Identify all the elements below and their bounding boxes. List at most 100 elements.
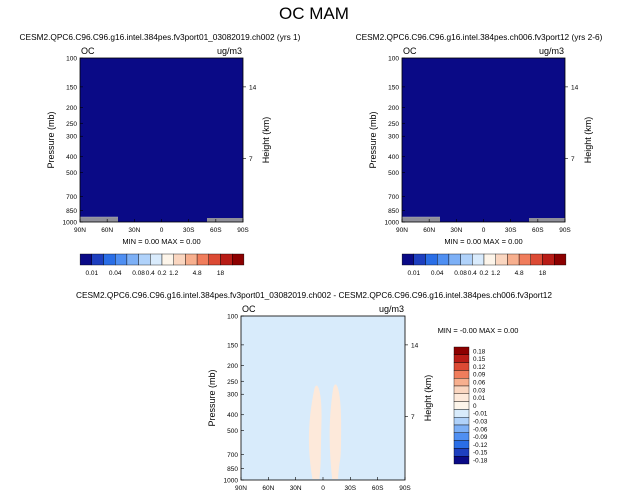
y-tick-label: 150 bbox=[227, 342, 238, 349]
colorbar-label: -0.15 bbox=[473, 450, 488, 457]
colorbar-label: -0.18 bbox=[473, 458, 488, 465]
colorbar-box bbox=[530, 253, 543, 266]
colorbar-box bbox=[208, 253, 221, 266]
colorbar-label: 0.2 bbox=[157, 270, 166, 277]
y-tick-label: 500 bbox=[227, 428, 238, 435]
variable-label: OC bbox=[81, 46, 95, 56]
colorbar-panel-1: 0.01 0.04 0.08 0.20.4 1.2 4.8 18 bbox=[79, 253, 245, 277]
y-tick-label: 1000 bbox=[385, 220, 400, 227]
colorbar-box bbox=[401, 253, 415, 266]
y-tick-label: 400 bbox=[66, 154, 77, 161]
colorbar-label: 1.2 bbox=[491, 270, 500, 277]
colorbar-label: 18 bbox=[539, 270, 547, 277]
field-fill bbox=[402, 58, 565, 222]
topography bbox=[529, 218, 565, 222]
colorbar-box bbox=[453, 378, 470, 387]
variable-label: OC bbox=[403, 46, 417, 56]
colorbar-box bbox=[472, 253, 485, 266]
variable-label: OC bbox=[242, 304, 256, 314]
y-tick-label: 850 bbox=[388, 208, 399, 215]
contour-region bbox=[329, 384, 342, 479]
colorbar-box bbox=[507, 253, 520, 266]
y-tick-label: 500 bbox=[66, 170, 77, 177]
colorbar-box bbox=[103, 253, 116, 266]
x-tick-label: 60N bbox=[423, 227, 435, 234]
colorbar-box bbox=[126, 253, 139, 266]
colorbar-difference: 0.180.150.120.090.060.030.010-0.01-0.03-… bbox=[453, 346, 488, 465]
colorbar-box bbox=[554, 253, 567, 266]
panel-title: CESM2.QPC6.C96.C96.g16.intel.384pes.ch00… bbox=[356, 32, 603, 42]
y-tick-label: 150 bbox=[66, 84, 77, 91]
x-tick-label: 60S bbox=[372, 485, 384, 492]
panel-title: CESM2.QPC6.C96.C96.g16.intel.384pes.fv3p… bbox=[20, 32, 301, 42]
y-axis-right-label: Height (km) bbox=[423, 375, 433, 422]
height-tick-label: 7 bbox=[249, 156, 253, 163]
x-tick-label: 0 bbox=[321, 485, 325, 492]
colorbar-box bbox=[196, 253, 210, 266]
colorbar-box bbox=[425, 253, 438, 266]
colorbar-box bbox=[138, 253, 151, 266]
units-label: ug/m3 bbox=[539, 46, 564, 56]
colorbar-label: 0.08 bbox=[132, 270, 145, 277]
y-tick-label: 300 bbox=[388, 134, 399, 141]
colorbar-label: 0.09 bbox=[473, 372, 486, 379]
colorbar-box bbox=[453, 385, 470, 395]
colorbar-label: -0.12 bbox=[473, 442, 488, 449]
colorbar-label: 4.8 bbox=[515, 270, 524, 277]
y-axis-label: Pressure (mb) bbox=[46, 111, 56, 168]
y-tick-label: 400 bbox=[388, 154, 399, 161]
colorbar-label: -0.03 bbox=[473, 419, 488, 426]
y-tick-label: 400 bbox=[227, 412, 238, 419]
colorbar-label: 0.01 bbox=[473, 395, 486, 402]
colorbar-label: 0 bbox=[473, 403, 477, 410]
min-max-text: MIN = 0.00 MAX = 0.00 bbox=[122, 237, 200, 246]
y-axis-label: Pressure (mb) bbox=[368, 111, 378, 168]
x-tick-label: 90N bbox=[396, 227, 408, 234]
x-tick-label: 60S bbox=[532, 227, 544, 234]
x-tick-label: 60N bbox=[262, 485, 274, 492]
y-axis-right-label: Height (km) bbox=[261, 117, 271, 164]
colorbar-box bbox=[91, 253, 104, 266]
colorbar-label: 0.4 bbox=[468, 270, 477, 277]
y-tick-label: 850 bbox=[66, 208, 77, 215]
height-tick-label: 7 bbox=[571, 156, 575, 163]
main-title: OC MAM bbox=[279, 4, 349, 23]
colorbar-box bbox=[453, 401, 470, 410]
colorbar-box bbox=[460, 253, 473, 266]
colorbar-box bbox=[231, 253, 245, 266]
field-fill bbox=[241, 316, 405, 480]
chart-panel-1: CESM2.QPC6.C96.C96.g16.intel.384pes.fv3p… bbox=[20, 32, 301, 246]
field-fill bbox=[80, 58, 243, 222]
colorbar-box bbox=[453, 354, 470, 363]
y-tick-label: 1000 bbox=[63, 220, 78, 227]
topography bbox=[402, 217, 440, 222]
height-tick-label: 14 bbox=[411, 342, 419, 349]
colorbar-label: 0.06 bbox=[473, 380, 486, 387]
y-tick-label: 700 bbox=[388, 194, 399, 201]
x-tick-label: 0 bbox=[482, 227, 486, 234]
x-tick-label: 90N bbox=[235, 485, 247, 492]
x-tick-label: 30S bbox=[345, 485, 357, 492]
colorbar-label: 0.01 bbox=[85, 270, 98, 277]
colorbar-box bbox=[453, 424, 470, 434]
colorbar-label: 4.8 bbox=[193, 270, 202, 277]
y-axis-label: Pressure (mb) bbox=[207, 369, 217, 426]
colorbar-box bbox=[453, 409, 470, 418]
y-tick-label: 200 bbox=[227, 363, 238, 370]
x-tick-label: 30N bbox=[128, 227, 140, 234]
colorbar-label: 0.08 bbox=[454, 270, 467, 277]
y-tick-label: 200 bbox=[388, 105, 399, 112]
colorbar-box bbox=[495, 253, 508, 266]
colorbar-box bbox=[185, 253, 198, 266]
height-tick-label: 7 bbox=[411, 414, 415, 421]
contour-region bbox=[308, 385, 322, 479]
colorbar-box bbox=[453, 417, 470, 426]
colorbar-box bbox=[453, 432, 470, 441]
x-tick-label: 90S bbox=[237, 227, 249, 234]
colorbar-box bbox=[453, 448, 470, 457]
topography bbox=[80, 217, 118, 222]
height-tick-label: 14 bbox=[249, 84, 257, 91]
units-label: ug/m3 bbox=[379, 304, 404, 314]
min-max-text: MIN = 0.00 MAX = 0.00 bbox=[444, 237, 522, 246]
